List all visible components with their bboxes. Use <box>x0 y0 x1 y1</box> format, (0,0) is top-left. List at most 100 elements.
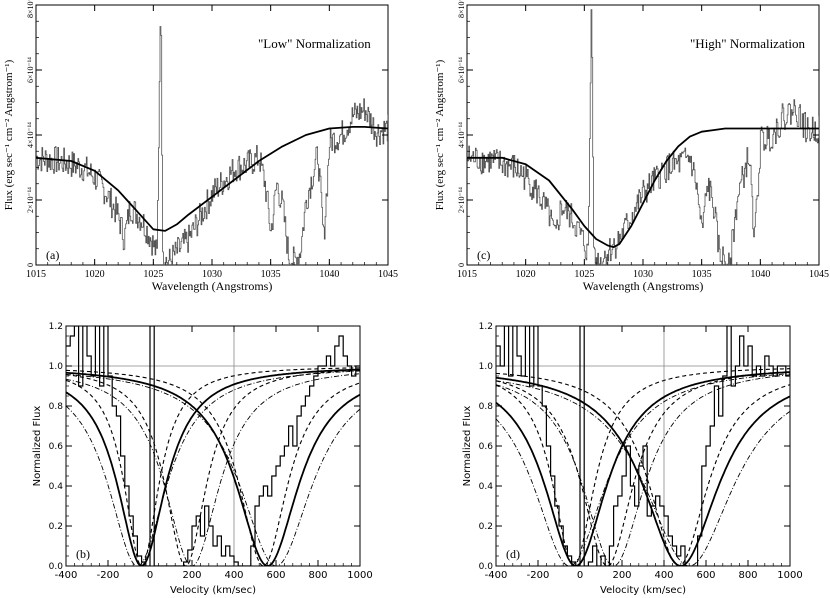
x-tick-label: 0 <box>577 570 583 581</box>
y-tick-label: 0.6 <box>479 442 494 452</box>
x-tick-label: 400 <box>654 570 673 581</box>
y-tick-label: 0.0 <box>479 562 494 572</box>
y-tick-label: 0.2 <box>479 522 493 532</box>
y-tick-label: 6×10⁻¹⁴ <box>457 57 466 83</box>
panel-a-series-group <box>36 26 388 265</box>
panel-c-plot-area <box>467 9 819 265</box>
model-component-dashed-line <box>66 369 360 566</box>
panel-b-series-group <box>66 326 360 566</box>
model-component-dashdot-line <box>66 373 360 566</box>
panel-a-label: (a) <box>46 248 59 262</box>
x-tick-label: 0 <box>147 570 153 581</box>
x-tick-label: 1025 <box>574 269 594 280</box>
y-tick-label: 1.2 <box>479 322 493 332</box>
y-tick-label: 1.0 <box>479 362 494 372</box>
y-tick-label: 0.8 <box>479 402 494 412</box>
x-tick-label: 1045 <box>378 269 398 280</box>
y-tick-label: 0.0 <box>49 562 64 572</box>
panel-c-annotation: "High" Normalization <box>690 36 805 51</box>
x-tick-label: 1000 <box>777 570 802 581</box>
panel-d-velocity-profile: -400 -200 0 200 400 600 800 1000 0.00.20.40.60.… <box>462 322 803 596</box>
y-tick-label: 0.4 <box>49 482 64 492</box>
model-component-dashed-line <box>496 368 790 566</box>
x-tick-label: 1030 <box>633 269 653 280</box>
panel-d-series-group <box>496 326 790 566</box>
panel-d-plot-area <box>496 326 790 566</box>
panel-a-y-axis-label: Flux (erg sec⁻¹ cm⁻² Angstrom⁻¹) <box>3 59 15 210</box>
y-tick-label: 4×10⁻¹⁴ <box>26 122 35 148</box>
y-tick-label: 0 <box>26 263 35 267</box>
panel-b-y-tick-labels: 0.0 0.2 0.4 0.6 0.8 1.0 1.2 <box>49 322 360 572</box>
model-fit-line <box>36 126 388 232</box>
x-tick-label: 1045 <box>809 269 829 280</box>
x-tick-label: 200 <box>182 570 201 581</box>
panel-a-annotation: "Low" Normalization <box>258 36 371 51</box>
x-tick-label: 600 <box>266 570 285 581</box>
spectrum-data-line <box>467 9 819 265</box>
x-tick-label: 1000 <box>347 570 372 581</box>
model-component-dashdot-line <box>496 373 790 566</box>
panel-b-x-axis-label: Velocity (km/sec) <box>170 585 256 596</box>
model-component-dashed-line <box>66 367 360 566</box>
y-tick-label: 1.2 <box>49 322 63 332</box>
x-tick-label: -400 <box>55 570 78 581</box>
model-component-dashdot-line <box>66 373 360 566</box>
y-tick-label: 4×10⁻¹⁴ <box>457 122 466 148</box>
x-tick-label: -200 <box>97 570 120 581</box>
x-tick-label: -400 <box>485 570 508 581</box>
y-tick-label: 0.2 <box>49 522 63 532</box>
y-tick-label: 0 <box>457 263 466 267</box>
y-tick-label: 2×10⁻¹⁴ <box>457 187 466 213</box>
x-tick-label: 1040 <box>319 269 339 280</box>
panel-c-high-normalization: 1015 1020 1025 1030 1035 1040 1045 0 2×10⁻¹⁴ 4×1… <box>434 0 829 293</box>
panel-b-plot-area <box>66 326 360 566</box>
panel-a-x-tick-labels: 1015 1020 1025 1030 1035 1040 1045 <box>26 5 398 280</box>
y-tick-label: 0.8 <box>49 402 64 412</box>
model-component-dashdot-line <box>496 380 790 566</box>
x-tick-label: 600 <box>696 570 715 581</box>
y-tick-label: 0.6 <box>49 442 64 452</box>
y-tick-label: 2×10⁻¹⁴ <box>26 187 35 213</box>
panel-c-y-axis-label: Flux (erg sec⁻¹ cm⁻² Angstrom⁻¹) <box>434 59 446 210</box>
histogram-data-line <box>496 326 790 566</box>
model-component-dashdot-line <box>496 374 790 566</box>
panel-b-x-tick-labels: -400 -200 0 200 400 600 800 1000 <box>55 326 373 581</box>
x-tick-label: 800 <box>738 570 757 581</box>
panel-c-label: (c) <box>477 248 490 262</box>
y-tick-label: 6×10⁻¹⁴ <box>26 57 35 83</box>
x-tick-label: 1015 <box>26 269 46 280</box>
model-component-dashed-line <box>496 372 790 566</box>
panel-a-plot-area <box>36 26 388 265</box>
model-component-solid-line <box>66 371 360 566</box>
model-component-solid-line <box>496 371 790 566</box>
y-tick-label: 8×10⁻¹⁴ <box>26 0 35 18</box>
x-tick-label: 1035 <box>692 269 712 280</box>
panel-a-low-normalization: 1015 1020 1025 1030 1035 1040 1045 0 2×10⁻¹⁴ 4×1… <box>3 0 398 293</box>
model-component-solid-line <box>66 368 360 566</box>
panel-d-x-axis-label: Velocity (km/sec) <box>600 585 686 596</box>
x-tick-label: 1035 <box>261 269 281 280</box>
y-tick-label: 1.0 <box>49 362 64 372</box>
panel-a-x-axis-label: Wavelength (Angstroms) <box>152 279 273 293</box>
panel-a-y-tick-labels: 0 2×10⁻¹⁴ 4×10⁻¹⁴ 6×10⁻¹⁴ 8×10⁻¹⁴ <box>26 0 388 267</box>
panel-b-velocity-profile: -400 -200 0 200 400 600 800 1000 0.00.20.40.60.… <box>32 322 373 596</box>
model-component-solid-line <box>496 376 790 566</box>
x-tick-label: 800 <box>308 570 327 581</box>
x-tick-label: 200 <box>612 570 631 581</box>
x-tick-label: 1020 <box>516 269 536 280</box>
x-tick-label: 400 <box>224 570 243 581</box>
panel-b-y-axis-label: Normalized Flux <box>32 406 43 487</box>
x-tick-label: 1030 <box>202 269 222 280</box>
panel-d-y-tick-labels: 0.0 0.2 0.4 0.6 0.8 1.0 1.2 <box>479 322 790 572</box>
model-component-dashdot-line <box>66 370 360 566</box>
x-tick-label: 1015 <box>457 269 477 280</box>
panel-d-x-tick-labels: -400 -200 0 200 400 600 800 1000 <box>485 326 803 581</box>
panel-b-label: (b) <box>76 547 90 561</box>
model-component-dashed-line <box>496 371 790 566</box>
x-tick-label: 1040 <box>750 269 770 280</box>
panel-c-y-tick-labels: 0 2×10⁻¹⁴ 4×10⁻¹⁴ 6×10⁻¹⁴ 8×10⁻¹⁴ <box>457 0 819 267</box>
panel-d-label: (d) <box>506 547 520 561</box>
panel-d-y-axis-label: Normalized Flux <box>462 406 473 487</box>
x-tick-label: -200 <box>527 570 550 581</box>
